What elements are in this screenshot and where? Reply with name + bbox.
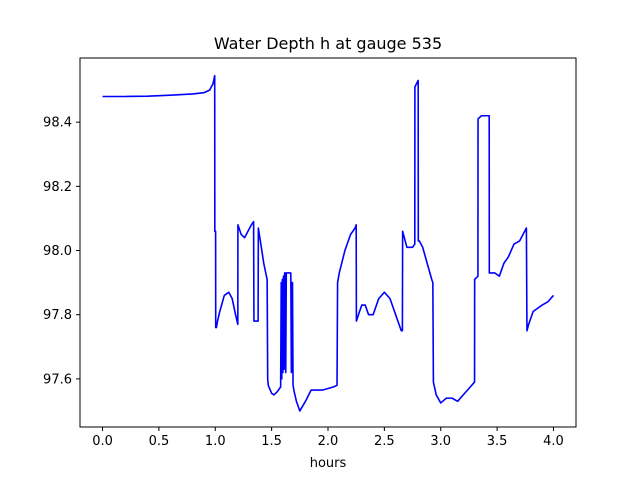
y-tick-label: 97.8 bbox=[43, 308, 72, 323]
x-axis-ticks: 0.0 0.5 1.0 1.5 2.0 2.5 3.0 3.5 4.0 bbox=[92, 427, 564, 449]
x-tick-label: 4.0 bbox=[543, 434, 564, 449]
x-tick-label: 1.0 bbox=[205, 434, 226, 449]
x-tick-label: 2.5 bbox=[374, 434, 395, 449]
plot-area bbox=[102, 74, 555, 412]
y-tick-label: 98.0 bbox=[43, 244, 72, 259]
y-tick-label: 98.4 bbox=[43, 116, 72, 131]
y-axis-ticks: 97.6 97.8 98.0 98.2 98.4 bbox=[43, 116, 80, 387]
chart-title: Water Depth h at gauge 535 bbox=[214, 34, 442, 53]
x-axis-label: hours bbox=[310, 456, 347, 471]
x-tick-label: 3.0 bbox=[430, 434, 451, 449]
x-tick-label: 1.5 bbox=[261, 434, 282, 449]
x-tick-label: 0.0 bbox=[92, 434, 113, 449]
water-depth-line bbox=[102, 74, 555, 412]
x-tick-label: 0.5 bbox=[149, 434, 170, 449]
y-tick-label: 98.2 bbox=[43, 180, 72, 195]
x-tick-label: 2.0 bbox=[318, 434, 339, 449]
y-tick-label: 97.6 bbox=[43, 372, 72, 387]
x-tick-label: 3.5 bbox=[487, 434, 508, 449]
